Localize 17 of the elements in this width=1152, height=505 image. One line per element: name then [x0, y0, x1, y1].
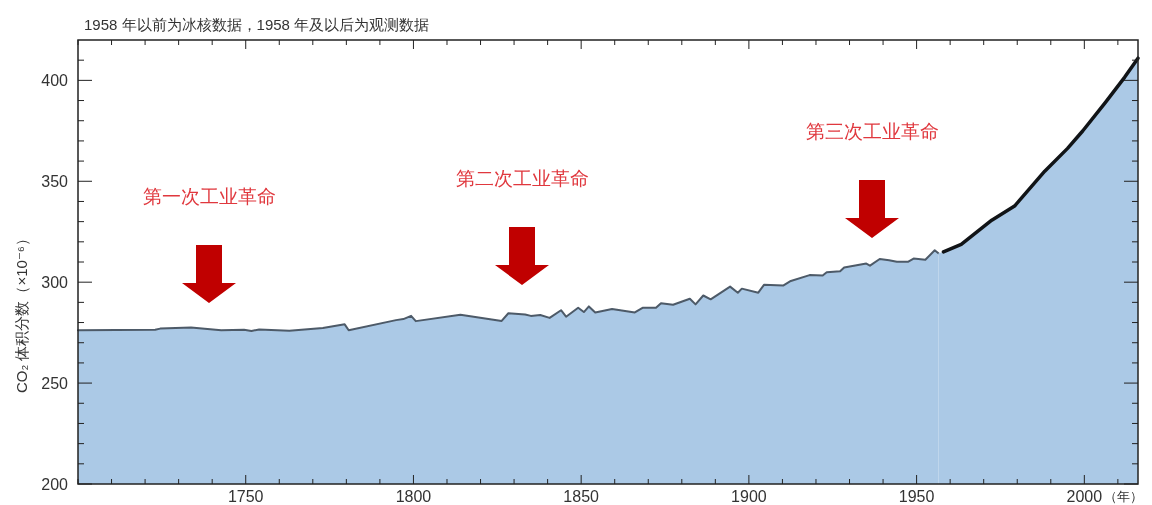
annotation: 第一次工业革命: [142, 186, 276, 207]
x-axis-title: （年）: [1104, 489, 1143, 504]
x-tick-label: 1850: [563, 488, 600, 505]
y-axis-title: CO₂ 体积分数（×10⁻⁶）: [13, 230, 30, 394]
x-tick-label: 1900: [731, 488, 767, 505]
x-tick-label: 1800: [395, 488, 432, 505]
y-tick-label: 200: [41, 476, 69, 493]
x-tick-label: 1950: [898, 488, 935, 505]
x-tick-label: 2000: [1066, 488, 1103, 505]
y-tick-label: 300: [41, 274, 69, 292]
chart-title: 1958 年以前为冰核数据，1958 年及以后为观测数据: [84, 16, 430, 33]
y-tick-label: 250: [41, 375, 69, 393]
x-tick-label: 1750: [227, 488, 264, 505]
annotation: 第三次工业革命: [805, 121, 939, 142]
y-tick-label: 400: [41, 72, 69, 90]
y-tick-label: 350: [41, 173, 69, 191]
annotation: 第二次工业革命: [455, 168, 589, 189]
